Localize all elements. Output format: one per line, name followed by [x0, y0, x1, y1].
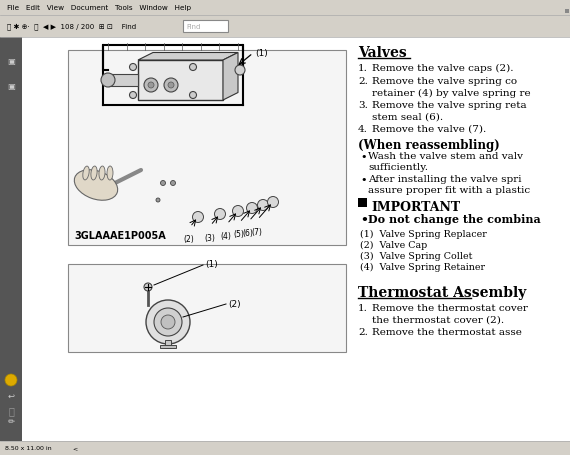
Ellipse shape	[99, 167, 105, 181]
Text: 4.: 4.	[358, 125, 368, 134]
Bar	[22, 38, 570, 441]
Text: 2.: 2.	[358, 77, 368, 86]
Bar	[0, 38, 22, 441]
Text: Thermostat Assembly: Thermostat Assembly	[358, 285, 526, 299]
Text: ▣: ▣	[7, 81, 15, 90]
Text: 8.50 x 11.00 in: 8.50 x 11.00 in	[5, 445, 52, 450]
Text: 3GLAAAE1P005A: 3GLAAAE1P005A	[74, 231, 166, 241]
Ellipse shape	[91, 167, 97, 181]
Circle shape	[156, 198, 160, 202]
Circle shape	[168, 83, 174, 89]
Bar	[0, 441, 570, 455]
Bar	[183, 21, 228, 33]
Text: (3)  Valve Spring Collet: (3) Valve Spring Collet	[360, 252, 473, 261]
Text: ↩: ↩	[7, 391, 14, 399]
Text: (1): (1)	[205, 260, 218, 269]
Circle shape	[258, 200, 268, 211]
Text: 3.: 3.	[358, 101, 368, 110]
Text: (When reassembling): (When reassembling)	[358, 139, 500, 152]
Bar	[565, 10, 569, 14]
Circle shape	[267, 197, 279, 208]
Text: 2.: 2.	[358, 327, 368, 336]
Circle shape	[154, 308, 182, 336]
Text: Find: Find	[186, 24, 201, 30]
Text: ⬛ ✱ ⊕·  🌐  ◀ ▶  108 / 200  ⊞ ⊡    Find: ⬛ ✱ ⊕· 🌐 ◀ ▶ 108 / 200 ⊞ ⊡ Find	[7, 24, 136, 30]
Text: 📎: 📎	[8, 405, 14, 415]
Polygon shape	[223, 53, 238, 101]
Circle shape	[144, 79, 158, 93]
Text: (3): (3)	[204, 233, 215, 242]
Ellipse shape	[5, 374, 17, 386]
Text: (2): (2)	[228, 299, 241, 308]
Text: File   Edit   View   Document   Tools   Window   Help: File Edit View Document Tools Window Hel…	[7, 5, 191, 11]
Text: Remove the thermostat cover
the thermostat cover (2).: Remove the thermostat cover the thermost…	[372, 303, 528, 324]
Text: •: •	[360, 213, 368, 227]
Text: (4): (4)	[221, 232, 231, 241]
Text: (2): (2)	[184, 234, 194, 243]
Text: (1)  Valve Spring Replacer: (1) Valve Spring Replacer	[360, 229, 487, 238]
Circle shape	[129, 64, 136, 71]
Circle shape	[144, 283, 152, 291]
Text: Valves: Valves	[358, 46, 407, 60]
Text: (6): (6)	[243, 228, 254, 238]
Text: After installing the valve spri
assure proper fit with a plastic: After installing the valve spri assure p…	[368, 175, 530, 195]
Text: Remove the valve (7).: Remove the valve (7).	[372, 125, 486, 134]
Text: Wash the valve stem and valv
sufficiently.: Wash the valve stem and valv sufficientl…	[368, 152, 523, 172]
Text: •: •	[360, 152, 367, 162]
Ellipse shape	[83, 167, 89, 181]
Circle shape	[101, 74, 115, 88]
Circle shape	[189, 92, 197, 99]
Circle shape	[148, 83, 154, 89]
Circle shape	[246, 203, 258, 214]
Text: Do not change the combina: Do not change the combina	[368, 213, 541, 224]
Circle shape	[235, 66, 245, 76]
Bar	[165, 340, 171, 348]
Text: (5): (5)	[233, 230, 244, 239]
Bar	[68, 264, 346, 352]
Text: •: •	[360, 175, 367, 185]
Circle shape	[193, 212, 203, 223]
Ellipse shape	[74, 170, 117, 201]
Circle shape	[233, 206, 243, 217]
Circle shape	[189, 64, 197, 71]
Circle shape	[164, 79, 178, 93]
Text: ✏: ✏	[7, 415, 14, 425]
Polygon shape	[138, 53, 238, 61]
Text: Remove the valve spring reta
stem seal (6).: Remove the valve spring reta stem seal (…	[372, 101, 527, 121]
Text: Remove the thermostat asse: Remove the thermostat asse	[372, 327, 522, 336]
Bar	[0, 0, 570, 16]
Text: (4)  Valve Spring Retainer: (4) Valve Spring Retainer	[360, 263, 485, 272]
Text: <: <	[72, 445, 78, 450]
Bar	[160, 345, 176, 348]
Circle shape	[129, 92, 136, 99]
Circle shape	[146, 300, 190, 344]
Text: 1.: 1.	[358, 303, 368, 312]
Text: Remove the valve caps (2).: Remove the valve caps (2).	[372, 64, 514, 73]
Circle shape	[161, 315, 175, 329]
Text: (1): (1)	[255, 48, 268, 57]
Text: 1.: 1.	[358, 64, 368, 73]
Text: (2)  Valve Cap: (2) Valve Cap	[360, 241, 428, 250]
Circle shape	[214, 209, 226, 220]
Bar	[358, 198, 367, 207]
Text: Remove the valve spring co
retainer (4) by valve spring re: Remove the valve spring co retainer (4) …	[372, 77, 531, 97]
Polygon shape	[108, 75, 138, 87]
Bar	[0, 16, 570, 38]
Text: IMPORTANT: IMPORTANT	[371, 201, 460, 213]
Circle shape	[170, 181, 176, 186]
Bar	[138, 61, 223, 101]
Bar	[68, 51, 346, 245]
Circle shape	[161, 181, 165, 186]
Text: ▣: ▣	[7, 56, 15, 66]
Text: (7): (7)	[251, 227, 262, 236]
Ellipse shape	[107, 167, 113, 181]
